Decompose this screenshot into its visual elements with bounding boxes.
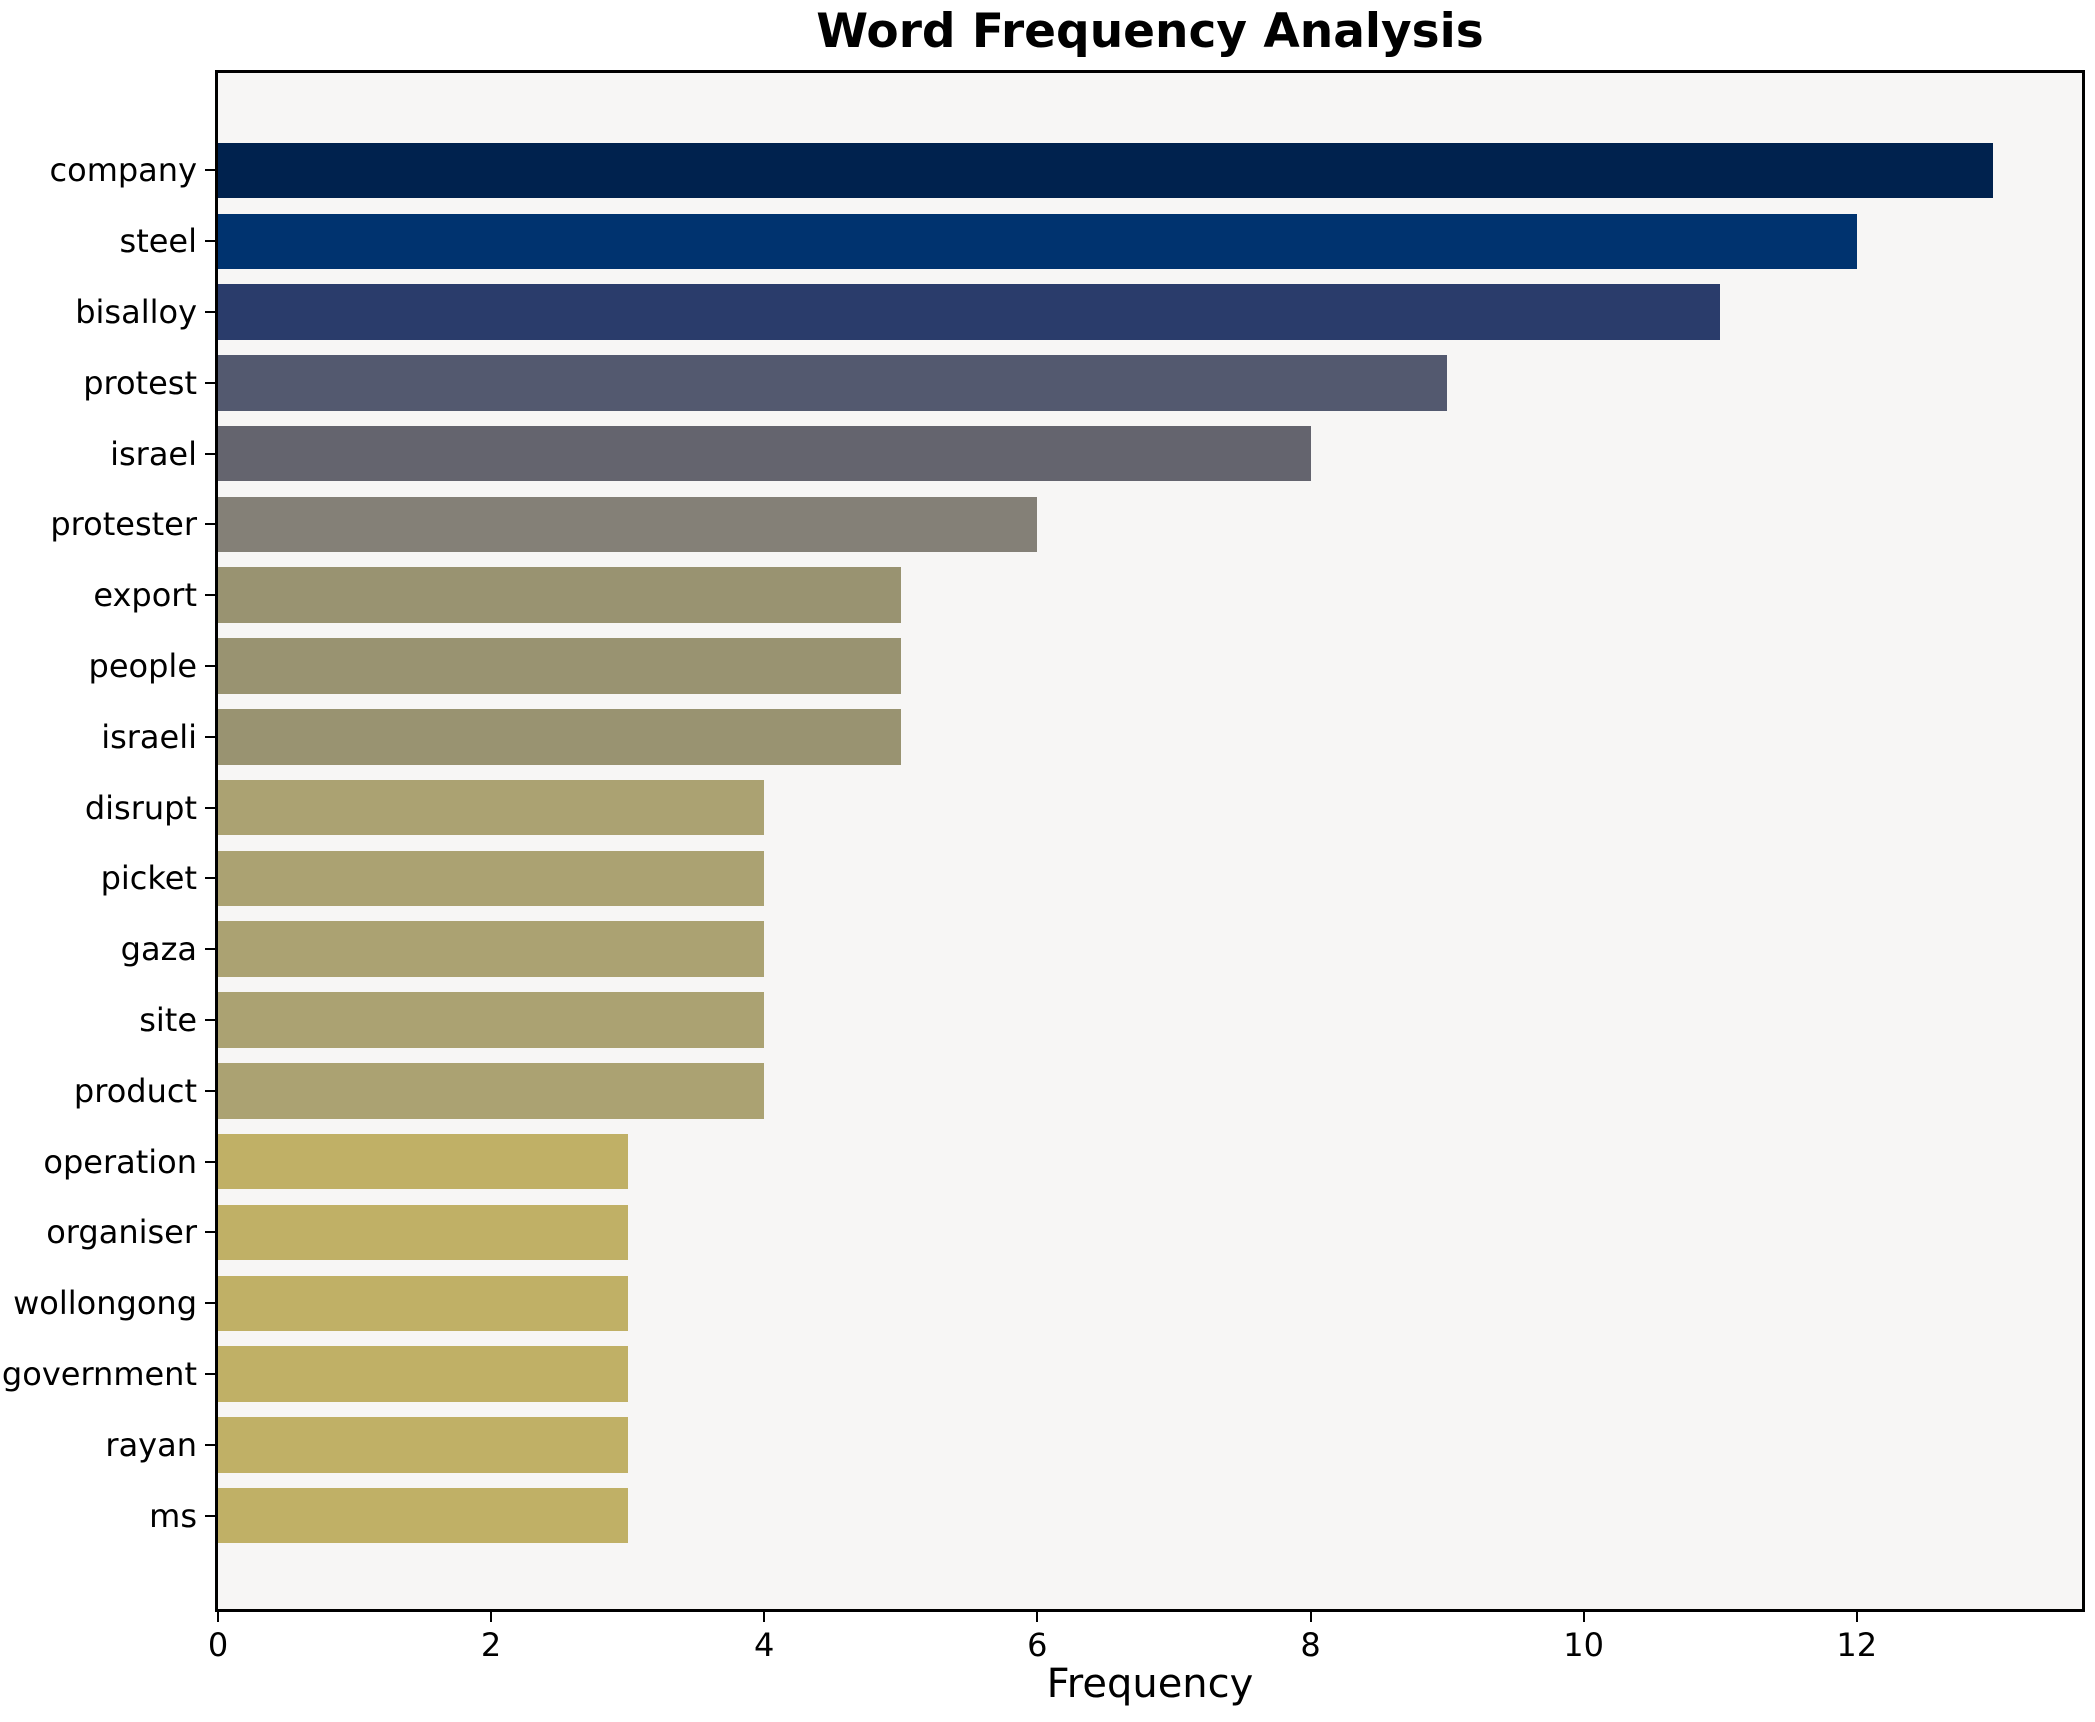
y-tick-mark — [205, 948, 215, 951]
y-tick-label-wollongong: wollongong — [13, 1284, 197, 1323]
y-tick-label-operation: operation — [43, 1142, 197, 1181]
y-tick-mark — [205, 806, 215, 809]
x-tick-mark — [763, 1612, 766, 1622]
bar-picket — [218, 850, 765, 907]
y-tick-mark — [205, 1302, 215, 1305]
y-tick-label-gaza: gaza — [120, 930, 197, 969]
y-tick-mark — [205, 1373, 215, 1375]
bar-wollongong — [218, 1275, 628, 1331]
y-tick-mark — [205, 1019, 215, 1021]
y-tick-mark — [205, 1160, 215, 1163]
bar-steel — [218, 213, 1857, 269]
x-tick-label-8: 8 — [1300, 1626, 1321, 1664]
y-tick-mark — [205, 1514, 215, 1517]
y-tick-mark — [205, 381, 215, 384]
y-tick-label-steel: steel — [119, 222, 197, 261]
y-tick-label-ms: ms — [149, 1496, 197, 1535]
plot-area — [215, 70, 2085, 1612]
y-tick-mark — [205, 169, 215, 172]
bar-export — [218, 567, 901, 623]
x-tick-label-10: 10 — [1563, 1626, 1604, 1664]
bar-site — [218, 992, 765, 1048]
x-tick-mark — [1582, 1612, 1585, 1622]
x-tick-mark — [1036, 1612, 1039, 1622]
y-tick-label-people: people — [88, 647, 197, 685]
y-tick-label-product: product — [73, 1071, 197, 1110]
bar-protest — [218, 355, 1447, 411]
y-tick-label-israel: israel — [110, 434, 197, 473]
x-tick-mark — [490, 1612, 493, 1622]
bar-ms — [218, 1487, 628, 1544]
y-tick-label-picket: picket — [100, 859, 197, 898]
y-tick-label-protest: protest — [83, 363, 197, 402]
x-tick-label-6: 6 — [1027, 1626, 1048, 1664]
x-tick-mark — [217, 1612, 219, 1622]
y-tick-mark — [205, 452, 215, 455]
y-tick-label-rayan: rayan — [105, 1425, 197, 1464]
bar-operation — [218, 1133, 628, 1190]
y-tick-label-export: export — [93, 576, 197, 615]
bar-organiser — [218, 1204, 628, 1261]
y-tick-mark — [205, 240, 215, 243]
chart-title: Word Frequency Analysis — [816, 4, 1484, 59]
x-axis-label: Frequency — [1046, 1661, 1254, 1707]
y-tick-mark — [205, 523, 215, 526]
bar-people — [218, 638, 901, 694]
bar-product — [218, 1063, 765, 1119]
bar-protester — [218, 496, 1038, 553]
y-tick-label-organiser: organiser — [46, 1213, 197, 1252]
x-tick-mark — [1855, 1612, 1858, 1622]
bar-disrupt — [218, 779, 765, 836]
y-tick-mark — [205, 665, 215, 667]
y-tick-mark — [205, 311, 215, 313]
x-tick-label-0: 0 — [207, 1626, 229, 1664]
y-tick-label-government: government — [1, 1355, 197, 1393]
bar-israeli — [218, 709, 901, 765]
bar-government — [218, 1346, 628, 1402]
x-tick-label-12: 12 — [1836, 1626, 1878, 1664]
y-tick-label-site: site — [139, 1001, 197, 1039]
x-tick-label-2: 2 — [480, 1626, 502, 1664]
x-tick-mark — [1309, 1612, 1312, 1622]
y-tick-label-protester: protester — [50, 505, 197, 544]
y-tick-mark — [205, 1443, 215, 1446]
y-tick-label-company: company — [49, 151, 197, 190]
y-tick-mark — [205, 735, 215, 738]
bar-company — [218, 142, 1994, 199]
y-tick-mark — [205, 877, 215, 880]
y-tick-mark — [205, 594, 215, 597]
bar-bisalloy — [218, 284, 1721, 340]
bar-israel — [218, 425, 1311, 482]
x-tick-label-4: 4 — [754, 1626, 775, 1664]
y-tick-label-israeli: israeli — [101, 717, 197, 756]
y-tick-mark — [205, 1089, 215, 1092]
y-tick-mark — [205, 1231, 215, 1234]
y-tick-label-disrupt: disrupt — [84, 788, 197, 827]
bar-rayan — [218, 1417, 628, 1473]
bar-gaza — [218, 921, 765, 977]
y-tick-label-bisalloy: bisalloy — [75, 293, 197, 331]
